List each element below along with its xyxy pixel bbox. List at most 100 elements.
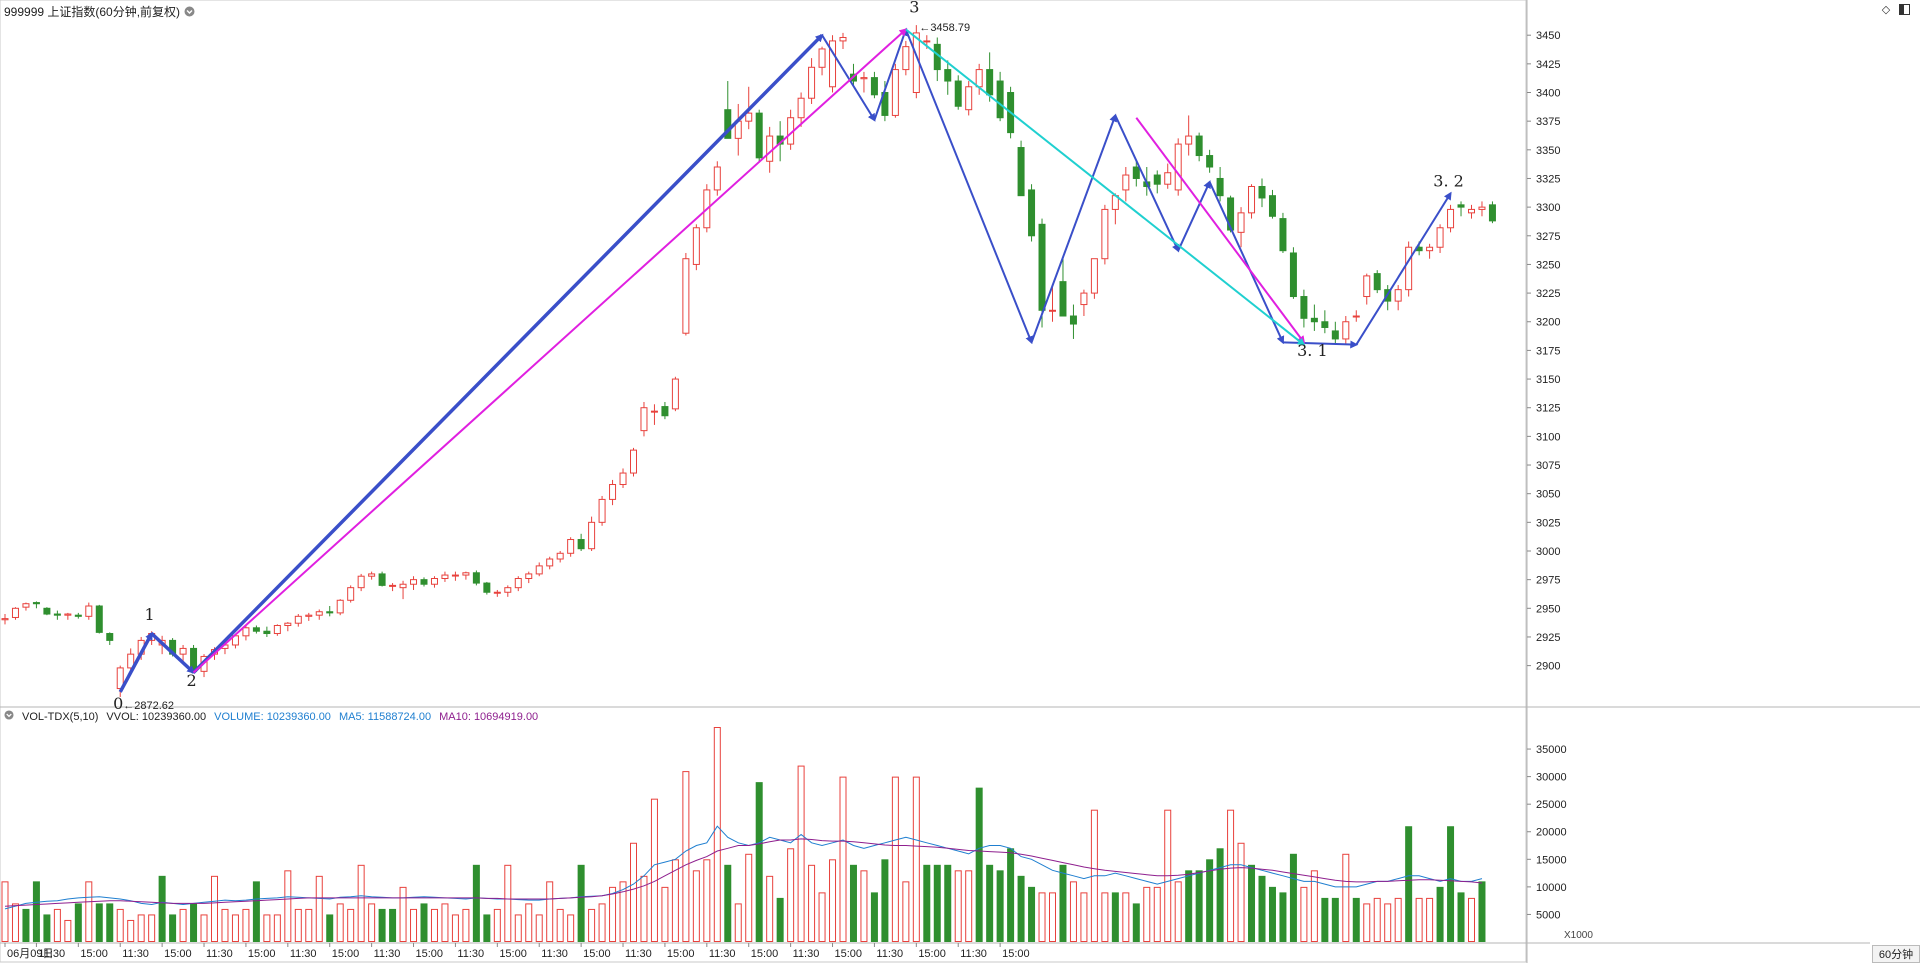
volume-bar	[1049, 892, 1056, 943]
volume-bar	[923, 864, 931, 942]
axes: 2900 2925 2950 2975 3000 3025 3050 3075 3100 3125…	[4, 30, 1593, 960]
candle-body	[556, 552, 564, 560]
volume-bar	[190, 903, 198, 943]
candle-body	[504, 587, 512, 593]
time-tick-label: 15:00	[416, 948, 444, 960]
time-tick-label: 15:00	[667, 948, 695, 960]
volume-bar	[1279, 892, 1287, 943]
candle-body	[1488, 204, 1496, 222]
candle-body	[410, 579, 418, 585]
price-tick-label: 3425	[1536, 59, 1560, 71]
price-tick-label: 3125	[1536, 403, 1560, 415]
volume-bar	[1143, 886, 1151, 942]
volume-bar	[902, 881, 910, 942]
volume-bar	[1468, 897, 1475, 943]
chart-title: 999999 上证指数(60分钟,前复权)	[4, 4, 181, 19]
candle-body	[797, 97, 805, 119]
candle-body	[1216, 177, 1224, 197]
volume-bar	[525, 903, 533, 943]
ma10-value: MA10: 10694919.00	[439, 710, 539, 723]
time-tick-label: 15:00	[248, 948, 276, 960]
volume-ma-lines	[4, 825, 1483, 910]
candlesticks	[1, 25, 1496, 697]
volume-bar	[294, 908, 302, 943]
candle-body	[1195, 135, 1203, 157]
price-tick-label: 3450	[1536, 30, 1560, 42]
candle-body	[609, 484, 617, 500]
candle-body	[1426, 246, 1434, 252]
time-tick-label: 15:00	[1002, 948, 1030, 960]
volume-bar	[1321, 897, 1329, 943]
time-tick-label: 15:00	[332, 948, 360, 960]
volume-bar	[1206, 859, 1214, 942]
candle-body	[588, 521, 596, 550]
candle-body	[1185, 135, 1193, 145]
volume-bar	[378, 908, 386, 943]
volume-bar	[609, 886, 617, 942]
wave-label: 3	[909, 0, 919, 16]
volume-bar	[1363, 903, 1371, 943]
price-tick-label: 2900	[1536, 661, 1560, 673]
volume-bar	[577, 864, 585, 942]
volume-bar	[839, 776, 847, 942]
panel-toggle-icon[interactable]	[1898, 3, 1910, 15]
wave-segment	[1282, 340, 1359, 349]
volume-bar	[535, 914, 543, 943]
time-tick-label: 06月09日	[7, 948, 53, 960]
collapse-icon[interactable]	[4, 710, 14, 723]
volume-bar	[389, 908, 397, 943]
price-tick-label: 3300	[1536, 202, 1560, 214]
candle-body	[535, 565, 543, 575]
candle-body	[1279, 218, 1287, 252]
time-tick-label: 11:30	[625, 948, 652, 960]
volume-bar	[870, 892, 878, 943]
indicator-name: VOL-TDX(5,10)	[22, 710, 99, 723]
ma10-line	[4, 838, 1483, 907]
price-tick-label: 3050	[1536, 489, 1560, 501]
candle-body	[1028, 189, 1036, 237]
volume-bar	[1310, 870, 1318, 942]
chart-labels: 0 1 2 3 3. 1 3. 2 ←2872.62 ←3458.79	[113, 0, 1464, 713]
candle-body	[127, 653, 135, 669]
volume-bar	[441, 903, 449, 943]
volume-bar	[1153, 886, 1161, 942]
time-tick-label: 11:30	[38, 948, 65, 960]
volume-bar	[1352, 897, 1360, 943]
volume-unit: X1000	[1564, 930, 1593, 941]
time-tick-label: 15:00	[499, 948, 527, 960]
volume-bar	[556, 908, 564, 943]
volume-bar	[43, 914, 51, 943]
volume-bar	[776, 897, 784, 943]
wave-label: 2	[186, 671, 196, 690]
price-tick-label: 3025	[1536, 517, 1560, 529]
candle-body	[1363, 275, 1371, 298]
volume-bar	[1405, 826, 1413, 943]
volume-bar	[1132, 903, 1140, 943]
diamond-icon[interactable]: ◇	[1881, 3, 1891, 16]
price-tick-label: 3375	[1536, 116, 1560, 128]
period-tab-60min[interactable]: 60分钟	[1872, 945, 1920, 963]
volume-bar	[1, 881, 9, 942]
volume-bar	[724, 864, 732, 942]
volume-bar	[891, 776, 899, 942]
volume-bar	[231, 914, 239, 943]
volume-bar	[1447, 826, 1455, 943]
candle-body	[692, 227, 700, 265]
volume-bar	[1248, 864, 1256, 942]
chevron-down-icon[interactable]	[184, 6, 195, 17]
candle-body	[1206, 155, 1214, 168]
volume-bar	[1478, 881, 1486, 942]
candle-body	[755, 112, 763, 159]
volume-bar	[315, 875, 323, 942]
candle-body	[965, 86, 973, 111]
candle-body	[399, 583, 407, 589]
volume-bar	[713, 727, 721, 942]
volume-tick-label: 5000	[1536, 909, 1560, 921]
candle-body	[1447, 208, 1455, 229]
volume-bar	[619, 881, 627, 942]
candle-body	[22, 603, 30, 608]
volume-bar	[211, 875, 218, 942]
candle-body	[1394, 289, 1402, 302]
